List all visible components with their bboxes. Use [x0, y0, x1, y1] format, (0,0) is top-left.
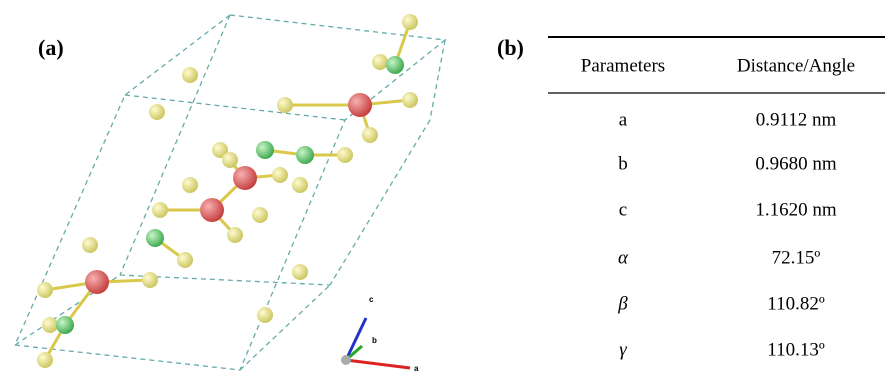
page: c b a (a) (b) Parameters Distance/Angle …	[0, 0, 885, 372]
cell-edge	[240, 285, 330, 370]
cell: b	[618, 153, 628, 174]
cell: c	[619, 199, 627, 220]
parameter-table: Parameters Distance/Angle a 0.9112 nm b …	[548, 37, 885, 360]
column-header: Parameters	[581, 55, 665, 76]
cell: 110.82º	[767, 293, 825, 314]
axis-label: c	[369, 295, 374, 304]
cell: a	[619, 109, 628, 130]
cell: β	[617, 293, 628, 314]
figure: c b a (a) (b) Parameters Distance/Angle …	[0, 0, 885, 372]
cell: 0.9680 nm	[755, 153, 837, 174]
bonds	[45, 22, 410, 360]
axis-label: b	[372, 336, 377, 345]
cell: 110.13º	[767, 339, 825, 360]
axis-triad: c b a	[341, 295, 419, 372]
column-header: Distance/Angle	[737, 55, 855, 76]
sulfur-atoms	[37, 14, 418, 368]
cell: γ	[619, 339, 627, 360]
cell-edge	[330, 120, 430, 285]
panel-label: (a)	[38, 35, 64, 60]
axis-label: a	[414, 364, 419, 372]
cell: α	[618, 247, 629, 268]
cell: 0.9112 nm	[756, 109, 837, 130]
crystal-structure: c b a	[15, 14, 445, 372]
cell-edge	[120, 15, 230, 275]
cell-edge	[430, 40, 445, 120]
cell: 1.1620 nm	[755, 199, 837, 220]
panel-label: (b)	[497, 35, 524, 60]
cell: 72.15º	[772, 247, 821, 268]
